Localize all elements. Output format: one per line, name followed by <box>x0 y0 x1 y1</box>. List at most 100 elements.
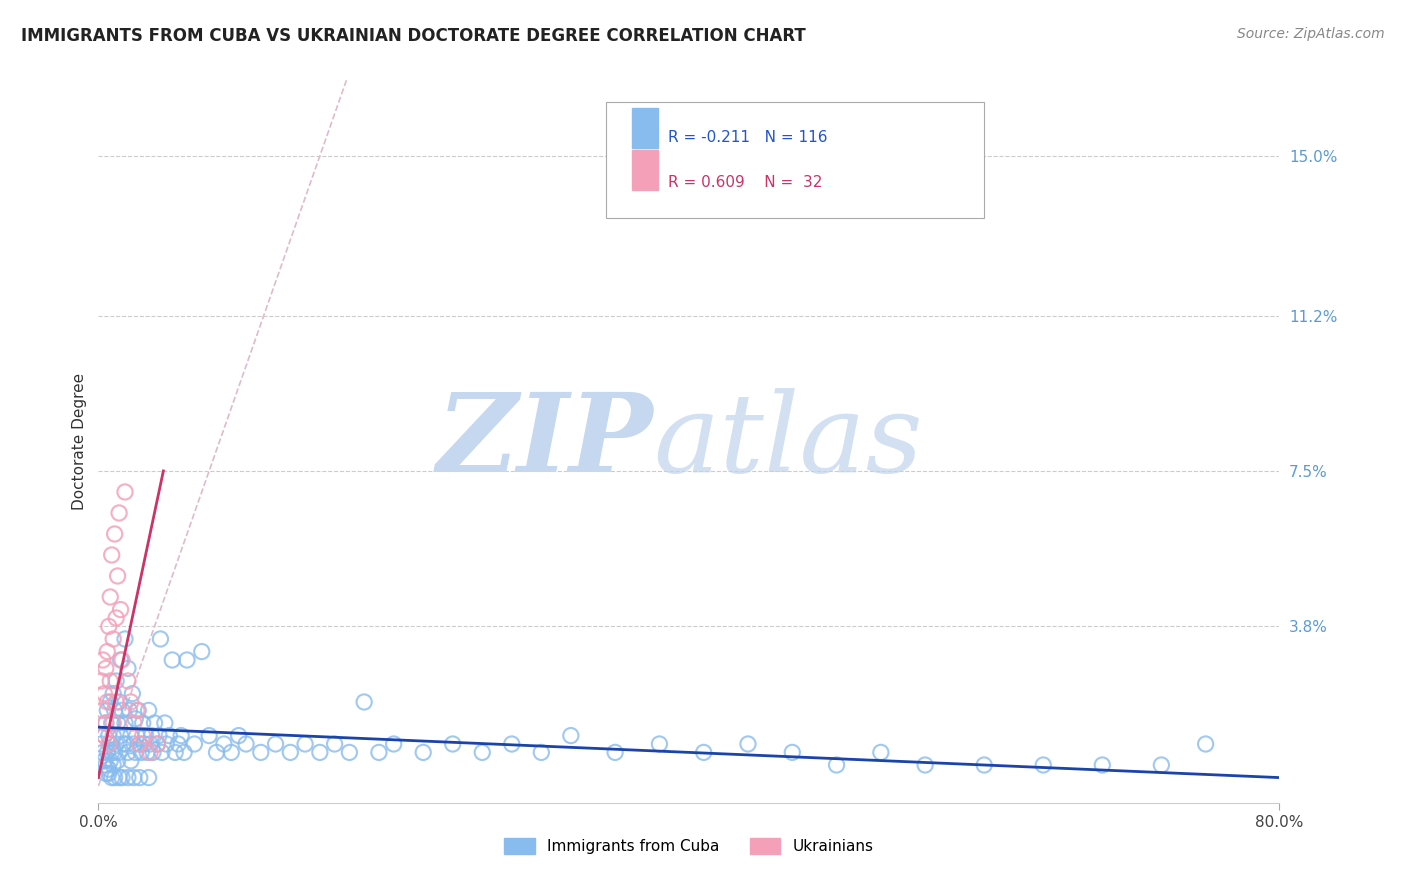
Bar <box>633 151 658 190</box>
Point <box>104 745 127 759</box>
Point <box>782 745 804 759</box>
Point <box>368 745 391 759</box>
Point <box>693 745 716 759</box>
Point <box>90 673 112 688</box>
Text: atlas: atlas <box>654 388 924 495</box>
Point <box>91 703 114 717</box>
Point <box>96 745 118 759</box>
Point <box>129 745 152 759</box>
Point <box>155 737 177 751</box>
Point <box>914 758 936 772</box>
Point <box>98 590 121 604</box>
Point <box>104 527 127 541</box>
Point <box>176 653 198 667</box>
Point <box>93 754 115 768</box>
Point <box>107 754 129 768</box>
Point <box>122 737 145 751</box>
Point <box>170 729 193 743</box>
Point <box>139 737 162 751</box>
Point <box>1150 758 1173 772</box>
Legend: Immigrants from Cuba, Ukrainians: Immigrants from Cuba, Ukrainians <box>498 832 880 860</box>
Point <box>135 729 157 743</box>
Point <box>103 632 125 646</box>
Point <box>471 745 494 759</box>
Point <box>110 729 132 743</box>
Point <box>103 729 125 743</box>
Point <box>94 716 117 731</box>
Point <box>103 758 125 772</box>
Point <box>96 695 118 709</box>
Y-axis label: Doctorate Degree: Doctorate Degree <box>72 373 87 510</box>
Point <box>90 737 112 751</box>
Point <box>98 737 121 751</box>
FancyBboxPatch shape <box>606 102 984 218</box>
Point <box>212 737 235 751</box>
Point <box>111 703 134 717</box>
Point <box>108 771 131 785</box>
Point <box>162 653 183 667</box>
Point <box>141 729 163 743</box>
Point <box>100 745 122 759</box>
Point <box>560 729 582 743</box>
Point <box>117 771 139 785</box>
Point <box>128 737 150 751</box>
Point <box>132 716 155 731</box>
Point <box>143 716 166 731</box>
Point <box>114 716 136 731</box>
Point <box>501 737 523 751</box>
Point <box>96 644 118 658</box>
Point <box>107 569 129 583</box>
Point <box>323 737 346 751</box>
Point <box>105 611 128 625</box>
Point <box>1195 737 1218 751</box>
Point <box>191 644 214 658</box>
Text: R = 0.609    N =  32: R = 0.609 N = 32 <box>668 175 823 189</box>
Point <box>128 771 150 785</box>
Point <box>117 745 139 759</box>
Point <box>264 737 287 751</box>
Point <box>118 703 141 717</box>
Point <box>108 695 131 709</box>
Point <box>98 754 121 768</box>
Point <box>110 653 132 667</box>
Point <box>98 695 121 709</box>
Point <box>138 771 160 785</box>
Point <box>150 745 173 759</box>
Point <box>124 712 146 726</box>
Point <box>530 745 553 759</box>
Point <box>111 771 134 785</box>
Point <box>280 745 302 759</box>
Point <box>104 703 127 717</box>
Point <box>97 766 120 780</box>
Point <box>112 737 135 751</box>
Point <box>93 687 115 701</box>
Point <box>91 745 114 759</box>
Point <box>183 737 205 751</box>
Point <box>105 695 128 709</box>
Point <box>124 745 146 759</box>
Point <box>250 745 273 759</box>
Point <box>122 716 145 731</box>
Point <box>142 745 165 759</box>
Point <box>110 602 132 616</box>
Point <box>134 737 156 751</box>
Point <box>148 729 170 743</box>
Point <box>120 754 142 768</box>
Point <box>128 737 150 751</box>
Point <box>93 729 115 743</box>
Text: ZIP: ZIP <box>437 388 654 495</box>
Point <box>91 653 114 667</box>
Point <box>173 745 195 759</box>
Point <box>103 687 125 701</box>
Point <box>157 729 180 743</box>
Point <box>122 771 145 785</box>
Point <box>111 653 134 667</box>
Point <box>94 661 117 675</box>
Point <box>153 716 176 731</box>
Point <box>973 758 995 772</box>
Point <box>125 703 148 717</box>
Point <box>132 729 155 743</box>
Point <box>114 485 136 500</box>
Point <box>125 729 148 743</box>
Point <box>235 737 257 751</box>
